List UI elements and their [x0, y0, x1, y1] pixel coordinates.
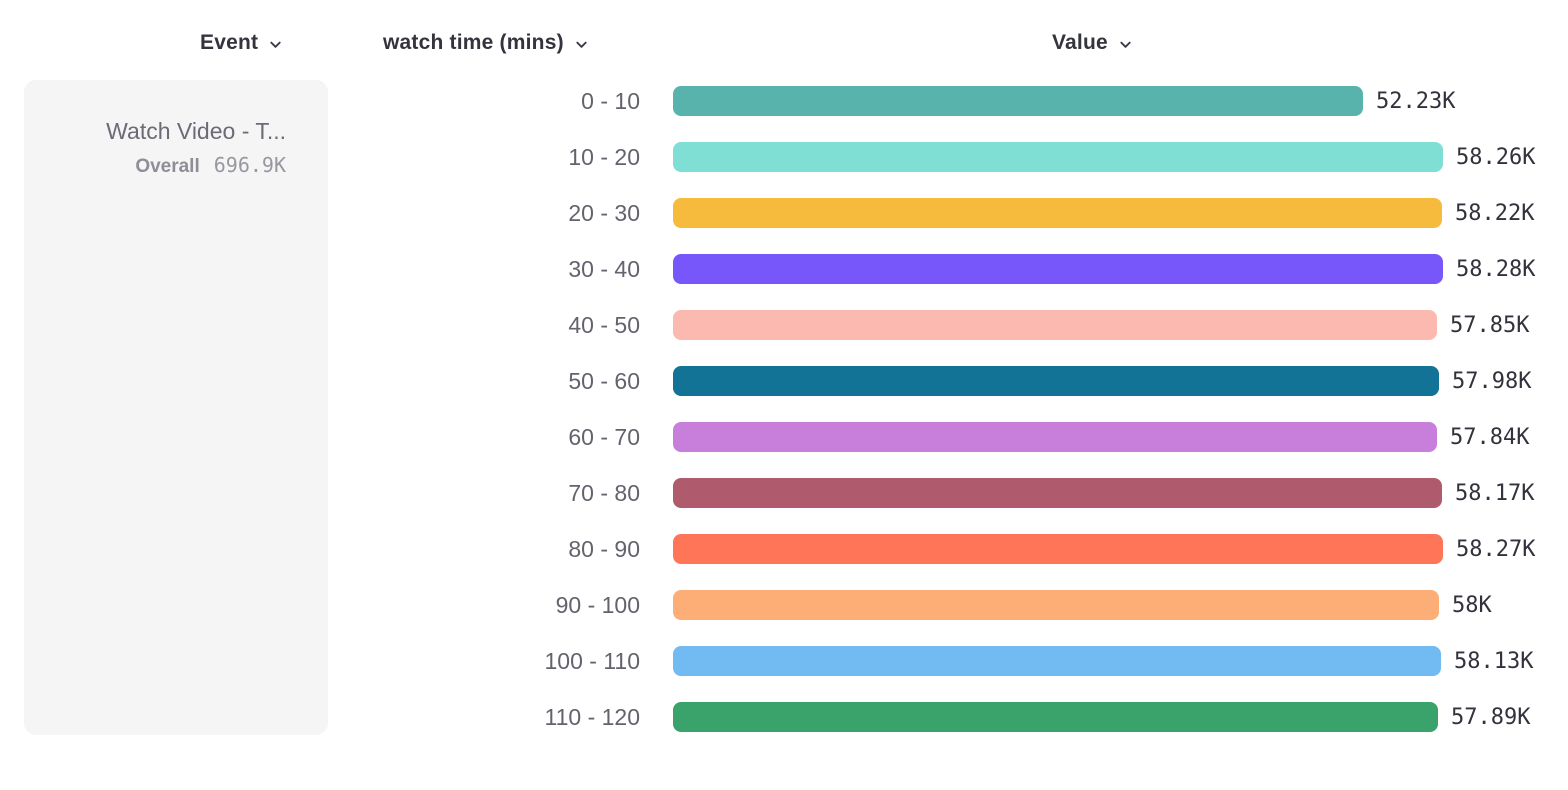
value-label: 52.23K — [1376, 88, 1456, 114]
category-label: 40 - 50 — [568, 311, 640, 338]
chart-row: 90 - 100 58K — [0, 577, 1568, 633]
value-bar[interactable] — [673, 366, 1439, 396]
column-header-event-label: Event — [200, 31, 259, 54]
value-label: 58.22K — [1455, 200, 1535, 226]
value-bar[interactable] — [673, 86, 1363, 116]
chart-row: 20 - 30 58.22K — [0, 185, 1568, 241]
event-title: Watch Video - T... — [106, 118, 286, 144]
value-bar[interactable] — [673, 310, 1437, 340]
value-bar[interactable] — [673, 702, 1438, 732]
chart-row: 30 - 40 58.28K — [0, 241, 1568, 297]
column-header-value-label: Value — [1052, 31, 1108, 54]
value-bar[interactable] — [673, 646, 1441, 676]
category-label: 50 - 60 — [568, 367, 640, 394]
value-label: 58K — [1452, 592, 1492, 618]
category-label: 100 - 110 — [544, 647, 640, 674]
value-label: 57.98K — [1452, 368, 1532, 394]
category-label: 80 - 90 — [568, 535, 640, 562]
value-label: 58.17K — [1455, 480, 1535, 506]
chart-row: 60 - 70 57.84K — [0, 409, 1568, 465]
value-bar[interactable] — [673, 142, 1443, 172]
chevron-down-icon — [1118, 37, 1133, 52]
chart-row: 0 - 10 52.23K — [0, 73, 1568, 129]
category-label: 20 - 30 — [568, 199, 640, 226]
chart-row: 100 - 110 58.13K — [0, 633, 1568, 689]
chart-row: 80 - 90 58.27K — [0, 521, 1568, 577]
category-label: 60 - 70 — [568, 423, 640, 450]
value-bar[interactable] — [673, 590, 1439, 620]
value-bar[interactable] — [673, 254, 1443, 284]
column-header-event[interactable]: Event — [200, 28, 283, 58]
value-label: 57.84K — [1450, 424, 1530, 450]
value-bar[interactable] — [673, 198, 1442, 228]
chart-row: 50 - 60 57.98K — [0, 353, 1568, 409]
chart-row: 110 - 120 57.89K — [0, 689, 1568, 745]
overall-value: 696.9K — [213, 153, 286, 177]
category-label: 0 - 10 — [581, 87, 640, 114]
value-label: 58.26K — [1456, 144, 1536, 170]
value-bar[interactable] — [673, 422, 1437, 452]
column-header-value[interactable]: Value — [1052, 28, 1133, 58]
category-label: 70 - 80 — [568, 479, 640, 506]
bar-chart: 0 - 10 52.23K 10 - 20 58.26K 20 - 30 58.22K 30… — [0, 73, 1568, 745]
overall-label: Overall — [135, 156, 200, 177]
event-card: Watch Video - T... Overall 696.9K — [24, 80, 328, 735]
column-header-breakdown-label: watch time (mins) — [383, 31, 564, 54]
event-overall-row: Overall 696.9K — [24, 153, 286, 178]
category-label: 90 - 100 — [555, 591, 640, 618]
value-label: 57.89K — [1451, 704, 1531, 730]
category-label: 110 - 120 — [544, 703, 640, 730]
value-label: 57.85K — [1450, 312, 1530, 338]
chart-row: 70 - 80 58.17K — [0, 465, 1568, 521]
value-bar[interactable] — [673, 534, 1443, 564]
chart-row: 10 - 20 58.26K — [0, 129, 1568, 185]
category-label: 10 - 20 — [568, 143, 640, 170]
chart-row: 40 - 50 57.85K — [0, 297, 1568, 353]
column-header-breakdown[interactable]: watch time (mins) — [383, 28, 589, 58]
value-label: 58.28K — [1456, 256, 1536, 282]
value-bar[interactable] — [673, 478, 1442, 508]
category-label: 30 - 40 — [568, 255, 640, 282]
chevron-down-icon — [574, 37, 589, 52]
value-label: 58.27K — [1456, 536, 1536, 562]
value-label: 58.13K — [1454, 648, 1534, 674]
chevron-down-icon — [268, 37, 283, 52]
